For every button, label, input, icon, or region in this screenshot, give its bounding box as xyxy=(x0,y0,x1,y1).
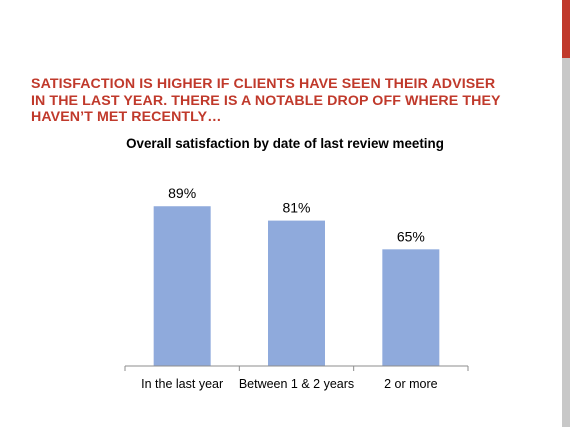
headline-line-1: SATISFACTION IS HIGHER IF CLIENTS HAVE S… xyxy=(31,76,496,92)
x-axis-labels: In the last year Between 1 & 2 years 2 or … xyxy=(141,377,437,391)
slide-accent-bar-highlight xyxy=(562,0,570,58)
data-label-1: 89% xyxy=(168,185,196,201)
data-label-3: 65% xyxy=(397,228,425,244)
x-tick-label-2: Between 1 & 2 years xyxy=(239,377,354,391)
chart-bars xyxy=(153,206,440,366)
bar-3 xyxy=(382,249,440,366)
chart-data-labels: 89% 81% 65% xyxy=(168,185,425,244)
headline-line-3: HAVEN’T MET RECENTLY… xyxy=(31,109,222,125)
x-tick-label-1: In the last year xyxy=(141,377,223,391)
data-label-2: 81% xyxy=(282,200,310,216)
headline-line-2: IN THE LAST YEAR. THERE IS A NOTABLE DRO… xyxy=(31,92,501,109)
x-tick-label-3: 2 or more xyxy=(384,377,438,391)
bar-1 xyxy=(153,206,211,366)
bar-2 xyxy=(268,220,325,366)
slide-headline: SATISFACTION IS HIGHER IF CLIENTS HAVE S… xyxy=(31,76,551,126)
chart-title: Overall satisfaction by date of last rev… xyxy=(126,136,444,151)
x-axis-ticks xyxy=(124,366,469,371)
slide-accent-bar xyxy=(562,0,570,427)
